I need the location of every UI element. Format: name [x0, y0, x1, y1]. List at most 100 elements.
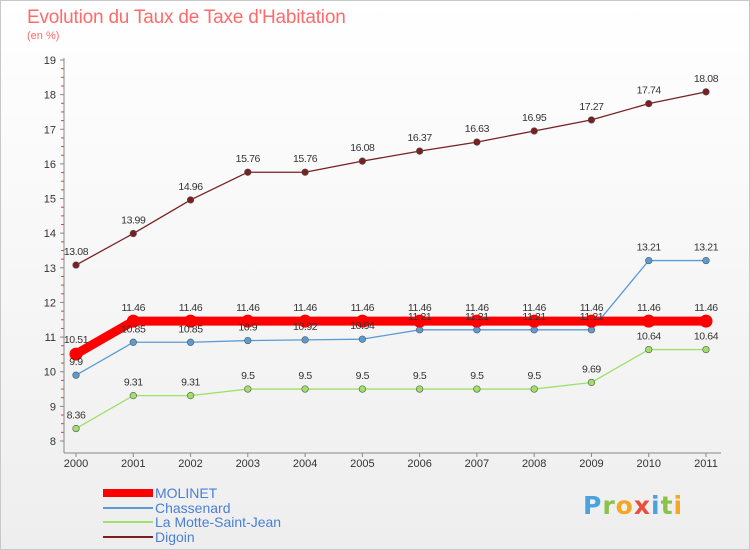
x-tick-label: 2001 [121, 458, 145, 470]
data-point [301, 336, 309, 344]
y-tick-label: 11 [45, 332, 56, 344]
data-label: 17.27 [579, 101, 604, 113]
logo-letter: x [633, 491, 651, 520]
data-point [358, 385, 366, 393]
data-label: 11.46 [465, 302, 489, 314]
data-label: 9.31 [124, 377, 143, 389]
data-label: 9.5 [413, 370, 427, 382]
data-point [473, 385, 481, 393]
data-label: 9.5 [527, 370, 541, 382]
data-label: 16.08 [350, 142, 375, 154]
data-label: 10.92 [293, 321, 318, 333]
data-label: 17.74 [637, 85, 662, 97]
data-point [72, 261, 80, 269]
logo-letter: i [673, 491, 684, 520]
data-label: 9.31 [181, 377, 200, 389]
data-label: 10.51 [64, 334, 89, 346]
data-point [642, 314, 656, 328]
data-point [702, 256, 710, 265]
data-label: 11.46 [522, 302, 546, 314]
logo-letter: o [615, 491, 634, 520]
data-point [186, 392, 195, 400]
legend-swatch [103, 489, 153, 497]
y-tick-label: 14 [44, 228, 56, 240]
data-point [587, 116, 596, 124]
y-tick-label: 19 [44, 55, 56, 67]
data-label: 11.46 [122, 302, 146, 314]
logo-letter: t [660, 491, 674, 520]
data-label: 10.9 [238, 322, 257, 334]
data-point [186, 338, 195, 346]
data-point [241, 314, 255, 328]
data-point [358, 157, 366, 165]
chart-title: Evolution du Taux de Taxe d'Habitation [27, 7, 346, 28]
data-point [298, 314, 312, 328]
y-tick-label: 10 [44, 367, 56, 379]
logo-letter: r [602, 491, 616, 520]
y-tick-label: 9 [50, 401, 56, 413]
data-point [645, 345, 653, 354]
y-tick-label: 18 [44, 90, 56, 102]
data-label: 9.5 [298, 370, 312, 382]
logo-letter: i [651, 491, 661, 520]
data-point [530, 127, 538, 135]
data-point [129, 338, 137, 346]
data-point [301, 385, 309, 393]
data-label: 9.5 [241, 370, 255, 382]
data-point [72, 371, 80, 379]
data-point [186, 196, 195, 204]
data-label: 8.36 [67, 410, 86, 422]
line-chart: 8 9 10 11 12 13 14 15 16 17 18 19 2000 2001 2002 2003 20… [44, 55, 721, 470]
x-tick-label: 2011 [694, 458, 718, 470]
data-label: 10.64 [637, 331, 662, 343]
legend-swatch [103, 535, 153, 538]
y-tick-label: 8 [50, 436, 56, 448]
data-point [527, 314, 541, 328]
data-label: 9.9 [69, 356, 83, 368]
data-label: 15.76 [293, 153, 318, 165]
data-label: 13.08 [64, 246, 89, 258]
y-tick-label: 15 [44, 194, 56, 206]
data-point [645, 256, 653, 265]
data-point [244, 168, 252, 176]
series-line-digoin [75, 91, 707, 266]
legend-label: La Motte-Saint-Jean [155, 514, 282, 530]
data-label: 11.21 [408, 311, 432, 323]
data-label: 11.46 [637, 302, 661, 314]
data-point [301, 168, 309, 176]
data-point [358, 335, 366, 343]
data-point [244, 385, 252, 393]
data-label: 11.21 [465, 311, 489, 323]
data-point [413, 314, 427, 328]
data-label: 13.99 [121, 215, 146, 227]
logo-letter: P [583, 491, 603, 520]
y-tick-label: 16 [44, 159, 56, 171]
data-point [699, 314, 713, 328]
data-point [129, 392, 137, 400]
chart-subtitle: (en %) [27, 30, 60, 42]
data-point [702, 345, 710, 354]
data-point [584, 314, 598, 328]
legend-swatch [103, 521, 153, 523]
data-point [72, 424, 80, 433]
proxiti-logo: Proxiti [583, 491, 683, 520]
legend-label: Chassenard [155, 499, 231, 516]
data-label: 16.63 [465, 123, 490, 135]
data-point [473, 138, 481, 146]
data-label: 18.08 [694, 73, 719, 85]
data-label: 10.64 [694, 331, 719, 343]
data-point [530, 385, 538, 393]
data-point [244, 336, 252, 345]
data-point [645, 100, 653, 108]
data-label: 11.46 [408, 302, 432, 314]
data-label: 11.21 [580, 311, 604, 323]
data-point [69, 347, 83, 361]
data-point [470, 314, 484, 328]
data-label: 11.46 [580, 302, 604, 314]
data-label: 11.46 [236, 302, 260, 314]
x-tick-label: 2007 [465, 458, 489, 470]
data-point [702, 88, 710, 96]
data-label: 9.5 [470, 370, 484, 382]
data-label: 11.21 [522, 311, 546, 323]
